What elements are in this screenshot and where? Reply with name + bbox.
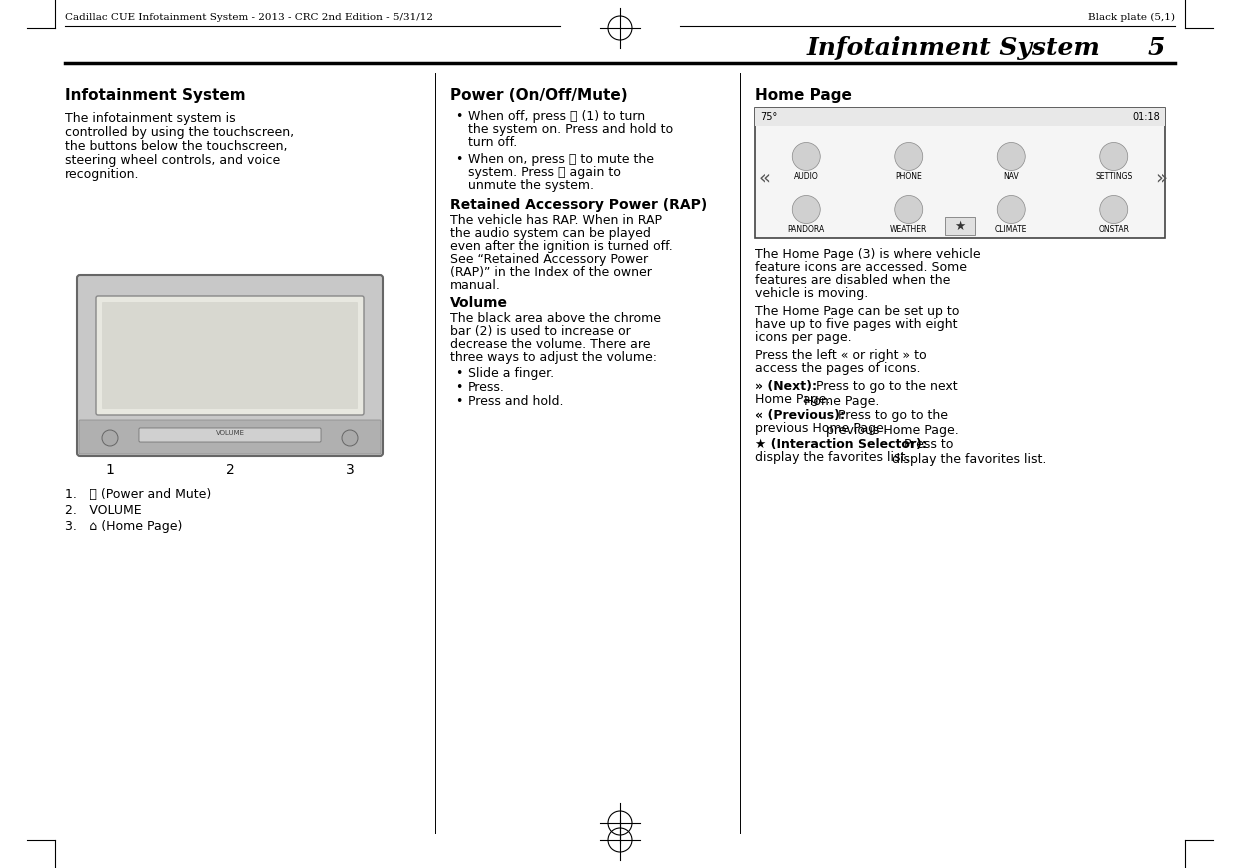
Text: 1: 1 [105,463,114,477]
Text: Infotainment System: Infotainment System [806,36,1100,60]
Text: icons per page.: icons per page. [755,331,852,344]
Circle shape [792,142,820,170]
Text: •: • [455,153,463,166]
FancyBboxPatch shape [77,275,383,456]
Text: Press to go to the
previous Home Page.: Press to go to the previous Home Page. [827,409,960,437]
Text: Slide a finger.: Slide a finger. [467,367,554,380]
Text: have up to five pages with eight: have up to five pages with eight [755,318,957,331]
Text: Press to
display the favorites list.: Press to display the favorites list. [893,438,1047,466]
Text: »: » [1154,168,1167,187]
Text: feature icons are accessed. Some: feature icons are accessed. Some [755,261,967,274]
Text: •: • [455,395,463,408]
Text: PANDORA: PANDORA [787,225,825,234]
Circle shape [342,430,358,446]
Text: 2. VOLUME: 2. VOLUME [64,504,141,517]
Circle shape [792,195,820,223]
Text: ONSTAR: ONSTAR [1099,225,1130,234]
Text: The Home Page (3) is where vehicle: The Home Page (3) is where vehicle [755,248,981,261]
Text: 3. ⌂ (Home Page): 3. ⌂ (Home Page) [64,520,182,533]
Text: previous Home Page.: previous Home Page. [755,422,888,435]
Text: VOLUME: VOLUME [216,430,244,436]
Text: turn off.: turn off. [467,136,517,149]
FancyBboxPatch shape [139,428,321,442]
Text: unmute the system.: unmute the system. [467,179,594,192]
Text: CLIMATE: CLIMATE [994,225,1028,234]
Text: SETTINGS: SETTINGS [1095,172,1132,181]
Text: AUDIO: AUDIO [794,172,818,181]
Text: The infotainment system is: The infotainment system is [64,112,236,125]
Text: «: « [758,168,770,187]
Text: Retained Accessory Power (RAP): Retained Accessory Power (RAP) [450,198,707,212]
Text: Press to go to the next
Home Page.: Press to go to the next Home Page. [805,380,959,408]
Text: steering wheel controls, and voice: steering wheel controls, and voice [64,154,280,167]
Circle shape [997,142,1025,170]
Circle shape [1100,142,1127,170]
Text: •: • [455,110,463,123]
Circle shape [895,142,923,170]
Text: When off, press ⓘ (1) to turn: When off, press ⓘ (1) to turn [467,110,645,123]
Text: controlled by using the touchscreen,: controlled by using the touchscreen, [64,126,294,139]
Text: bar (2) is used to increase or: bar (2) is used to increase or [450,325,631,338]
Text: PHONE: PHONE [895,172,923,181]
Text: The Home Page can be set up to: The Home Page can be set up to [755,305,960,318]
Circle shape [1100,195,1127,223]
Text: The vehicle has RAP. When in RAP: The vehicle has RAP. When in RAP [450,214,662,227]
Text: Home Page.: Home Page. [755,393,831,406]
Text: •: • [455,367,463,380]
Text: system. Press ⓘ again to: system. Press ⓘ again to [467,166,621,179]
Text: display the favorites list.: display the favorites list. [755,451,909,464]
Text: Press the left « or right » to: Press the left « or right » to [755,349,926,362]
FancyBboxPatch shape [95,296,365,415]
Text: Volume: Volume [450,296,508,310]
Text: Cadillac CUE Infotainment System - 2013 - CRC 2nd Edition - 5/31/12: Cadillac CUE Infotainment System - 2013 … [64,12,433,22]
Text: 3: 3 [346,463,355,477]
Text: ★: ★ [955,220,966,233]
Text: 1. ⓘ (Power and Mute): 1. ⓘ (Power and Mute) [64,488,211,501]
Text: (RAP)” in the Index of the owner: (RAP)” in the Index of the owner [450,266,652,279]
Text: Press.: Press. [467,381,505,394]
FancyBboxPatch shape [755,108,1166,238]
Text: even after the ignition is turned off.: even after the ignition is turned off. [450,240,673,253]
Text: the system on. Press and hold to: the system on. Press and hold to [467,123,673,136]
FancyBboxPatch shape [102,302,358,409]
Text: Power (On/Off/Mute): Power (On/Off/Mute) [450,88,627,103]
Circle shape [895,195,923,223]
Text: •: • [455,381,463,394]
Text: ★ (Interaction Selector):: ★ (Interaction Selector): [755,438,926,451]
Text: the audio system can be played: the audio system can be played [450,227,651,240]
Text: » (Next):: » (Next): [755,380,817,393]
Text: NAV: NAV [1003,172,1019,181]
Text: When on, press ⓘ to mute the: When on, press ⓘ to mute the [467,153,653,166]
Text: Black plate (5,1): Black plate (5,1) [1087,12,1176,22]
Text: Infotainment System: Infotainment System [64,88,246,103]
Text: « (Previous):: « (Previous): [755,409,844,422]
Text: three ways to adjust the volume:: three ways to adjust the volume: [450,351,657,364]
Bar [755,108,1166,126]
Text: 01:18: 01:18 [1132,112,1159,122]
Text: manual.: manual. [450,279,501,292]
Text: the buttons below the touchscreen,: the buttons below the touchscreen, [64,140,288,153]
Text: See “Retained Accessory Power: See “Retained Accessory Power [450,253,649,266]
Text: recognition.: recognition. [64,168,139,181]
Text: 75°: 75° [760,112,777,122]
Text: Press and hold.: Press and hold. [467,395,563,408]
Text: Home Page: Home Page [755,88,852,103]
Text: 5: 5 [1148,36,1166,60]
Circle shape [997,195,1025,223]
FancyBboxPatch shape [945,217,975,235]
Text: 2: 2 [226,463,234,477]
Text: WEATHER: WEATHER [890,225,928,234]
Text: features are disabled when the: features are disabled when the [755,274,950,287]
Circle shape [102,430,118,446]
Text: decrease the volume. There are: decrease the volume. There are [450,338,651,351]
Text: access the pages of icons.: access the pages of icons. [755,362,920,375]
Text: The black area above the chrome: The black area above the chrome [450,312,661,325]
FancyBboxPatch shape [79,420,381,454]
Text: vehicle is moving.: vehicle is moving. [755,287,868,300]
